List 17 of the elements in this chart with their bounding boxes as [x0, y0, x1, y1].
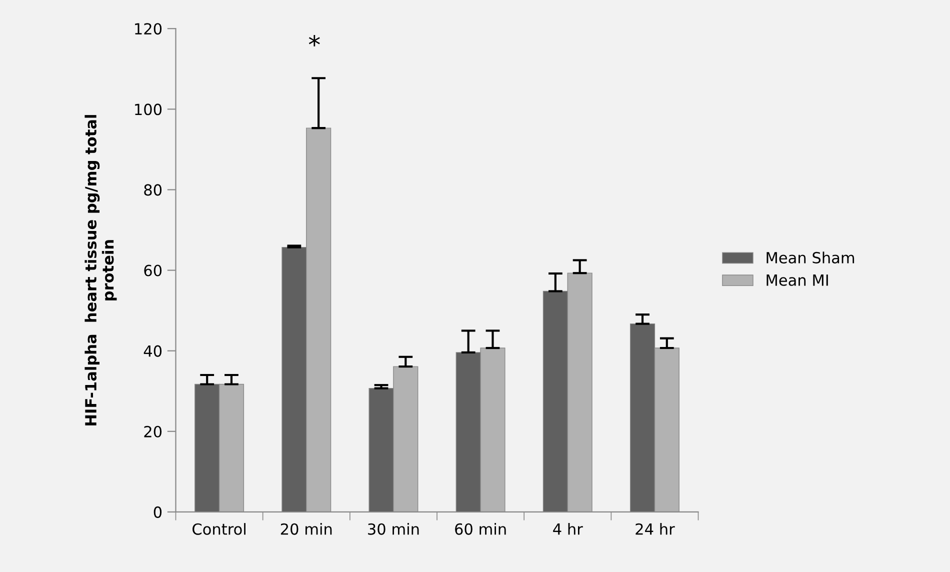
y-tick-label: 80	[144, 184, 162, 196]
y-tick-label: 0	[154, 506, 162, 518]
legend-label: Mean MI	[766, 274, 828, 286]
x-tick-label: Control	[192, 523, 246, 535]
y-tick-label: 100	[135, 104, 162, 116]
x-tick-label: 20 min	[280, 523, 332, 535]
y-tick-label: 20	[144, 426, 162, 438]
legend-label: Mean Sham	[766, 252, 854, 264]
y-axis-title: HIF-1alpha heart tissue pg/mg total protein	[84, 115, 117, 426]
x-tick-label: 24 hr	[636, 523, 675, 535]
x-tick-label: 4 hr	[553, 523, 583, 535]
y-tick-label: 40	[144, 345, 162, 357]
x-tick-label: 30 min	[368, 523, 419, 535]
y-tick-label: 60	[144, 264, 162, 276]
annotation: *	[308, 34, 320, 46]
x-tick-label: 60 min	[455, 523, 506, 535]
y-tick-label: 120	[135, 23, 162, 35]
